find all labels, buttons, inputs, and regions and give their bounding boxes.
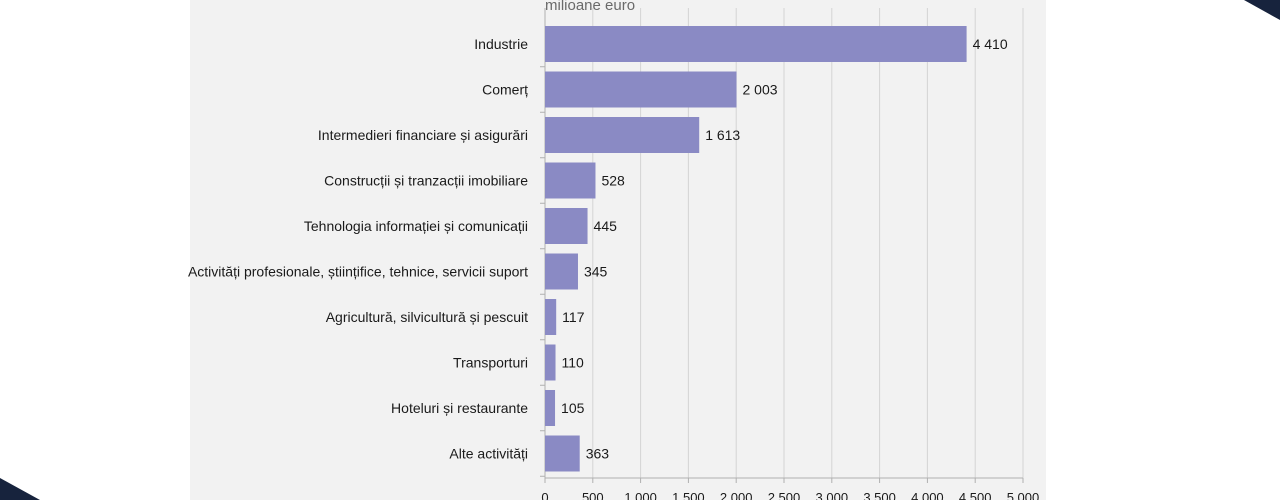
bar <box>545 344 556 381</box>
value-label: 1 613 <box>705 127 740 143</box>
corner-decoration-top-right <box>1244 0 1280 20</box>
x-tick-label: 3 000 <box>816 490 849 500</box>
x-tick-label: 5 000 <box>1007 490 1040 500</box>
category-label: Hoteluri și restaurante <box>391 400 528 416</box>
bar <box>545 208 588 244</box>
x-tick-label: 3 500 <box>863 490 896 500</box>
value-label: 345 <box>584 264 608 280</box>
x-tick-label: 4 500 <box>959 490 992 500</box>
value-label: 2 003 <box>742 82 777 98</box>
x-tick-label: 2 500 <box>768 490 801 500</box>
value-label: 105 <box>561 400 585 416</box>
category-label: Industrie <box>474 36 528 52</box>
bar <box>545 390 556 426</box>
category-label: Activități profesionale, științifice, te… <box>188 264 528 280</box>
category-label: Construcții și tranzacții imobiliare <box>324 173 528 189</box>
bar <box>545 117 700 153</box>
value-label: 4 410 <box>973 36 1008 52</box>
bar <box>545 299 557 335</box>
value-label: 110 <box>562 355 585 371</box>
category-label: Agricultură, silvicultură și pescuit <box>326 309 528 325</box>
x-tick-label: 2 000 <box>720 490 753 500</box>
bar <box>545 162 596 199</box>
x-tick-label: 500 <box>582 490 604 500</box>
x-tick-label: 0 <box>541 490 548 500</box>
category-label: Intermedieri financiare și asigurări <box>318 127 528 143</box>
value-label: 445 <box>594 218 618 234</box>
bar <box>545 26 967 62</box>
category-label: Alte activități <box>449 446 528 462</box>
value-label: 117 <box>562 309 585 325</box>
bar <box>545 253 578 290</box>
unit-label: milioane euro <box>545 0 636 14</box>
bar <box>545 71 737 108</box>
x-tick-label: 4 000 <box>911 490 944 500</box>
bar <box>545 435 580 472</box>
category-label: Tehnologia informației și comunicații <box>304 218 528 234</box>
x-tick-label: 1 000 <box>624 490 657 500</box>
value-label: 363 <box>586 446 610 462</box>
value-label: 528 <box>601 173 625 189</box>
corner-decoration-bottom-left <box>0 478 40 500</box>
category-label: Transporturi <box>453 355 528 371</box>
category-label: Comerț <box>482 82 528 98</box>
x-tick-label: 1 500 <box>672 490 705 500</box>
